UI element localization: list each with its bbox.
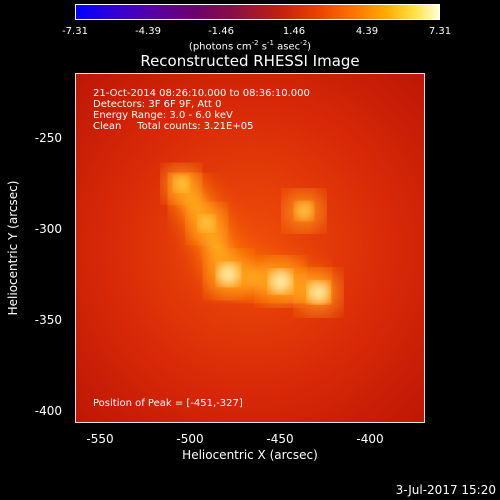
y-axis-label: Heliocentric Y (arcsec) — [6, 180, 20, 316]
info-energy-range: Energy Range: 3.0 - 6.0 keV — [93, 110, 233, 121]
y-tick-label: -350 — [34, 313, 62, 327]
x-axis-label: Heliocentric X (arcsec) — [182, 448, 318, 462]
source-core — [198, 215, 215, 232]
source-core — [174, 176, 189, 192]
heatmap-background — [75, 73, 425, 423]
x-tick-label: -550 — [86, 432, 114, 446]
chart-title: Reconstructed RHESSI Image — [140, 52, 360, 70]
heatmap-image — [75, 73, 425, 423]
timestamp: 3-Jul-2017 15:20 — [395, 483, 496, 497]
colorbar-tick: -1.46 — [208, 26, 234, 37]
y-tick-label: -400 — [34, 404, 62, 418]
colorbar — [75, 4, 440, 20]
colorbar-units: (photons cm-2 s-1 asec-2) — [188, 39, 312, 53]
colorbar-tick: 7.31 — [428, 26, 452, 37]
x-tick-label: -450 — [266, 432, 294, 446]
colorbar-tick: -4.39 — [135, 26, 161, 37]
heatmap-sources — [163, 166, 340, 314]
source-core — [217, 263, 239, 285]
colorbar-tick: 4.39 — [355, 26, 379, 37]
info-counts: Clean Total counts: 3.21E+05 — [93, 121, 254, 132]
colorbar-tick: -7.31 — [62, 26, 88, 37]
source-core — [308, 282, 329, 303]
colorbar-tick: 1.46 — [282, 26, 306, 37]
info-detectors: Detectors: 3F 6F 9F, Att 0 — [93, 99, 222, 110]
source-core — [295, 202, 313, 220]
y-tick-label: -300 — [34, 222, 62, 236]
info-time-range: 21-Oct-2014 08:26:10.000 to 08:36:10.000 — [93, 88, 310, 99]
x-tick-label: -500 — [176, 432, 204, 446]
peak-position: Position of Peak = [-451,-327] — [93, 398, 243, 409]
x-tick-label: -400 — [356, 432, 384, 446]
source-core — [269, 270, 292, 293]
y-tick-label: -250 — [34, 131, 62, 145]
